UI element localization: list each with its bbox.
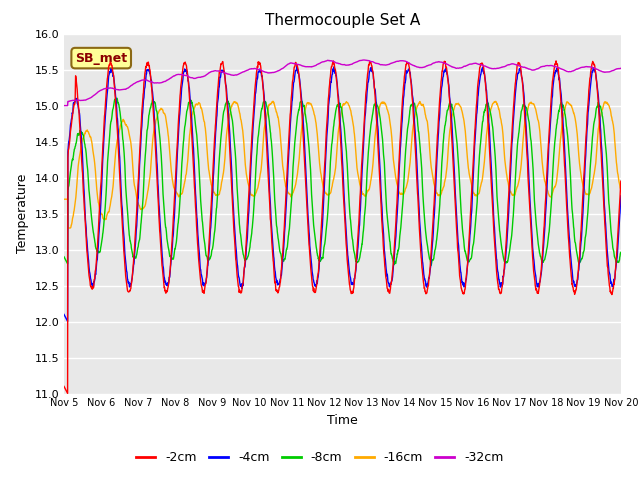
X-axis label: Time: Time <box>327 414 358 427</box>
Legend: -2cm, -4cm, -8cm, -16cm, -32cm: -2cm, -4cm, -8cm, -16cm, -32cm <box>131 446 509 469</box>
Title: Thermocouple Set A: Thermocouple Set A <box>265 13 420 28</box>
Y-axis label: Temperature: Temperature <box>16 174 29 253</box>
Text: SB_met: SB_met <box>75 51 127 65</box>
